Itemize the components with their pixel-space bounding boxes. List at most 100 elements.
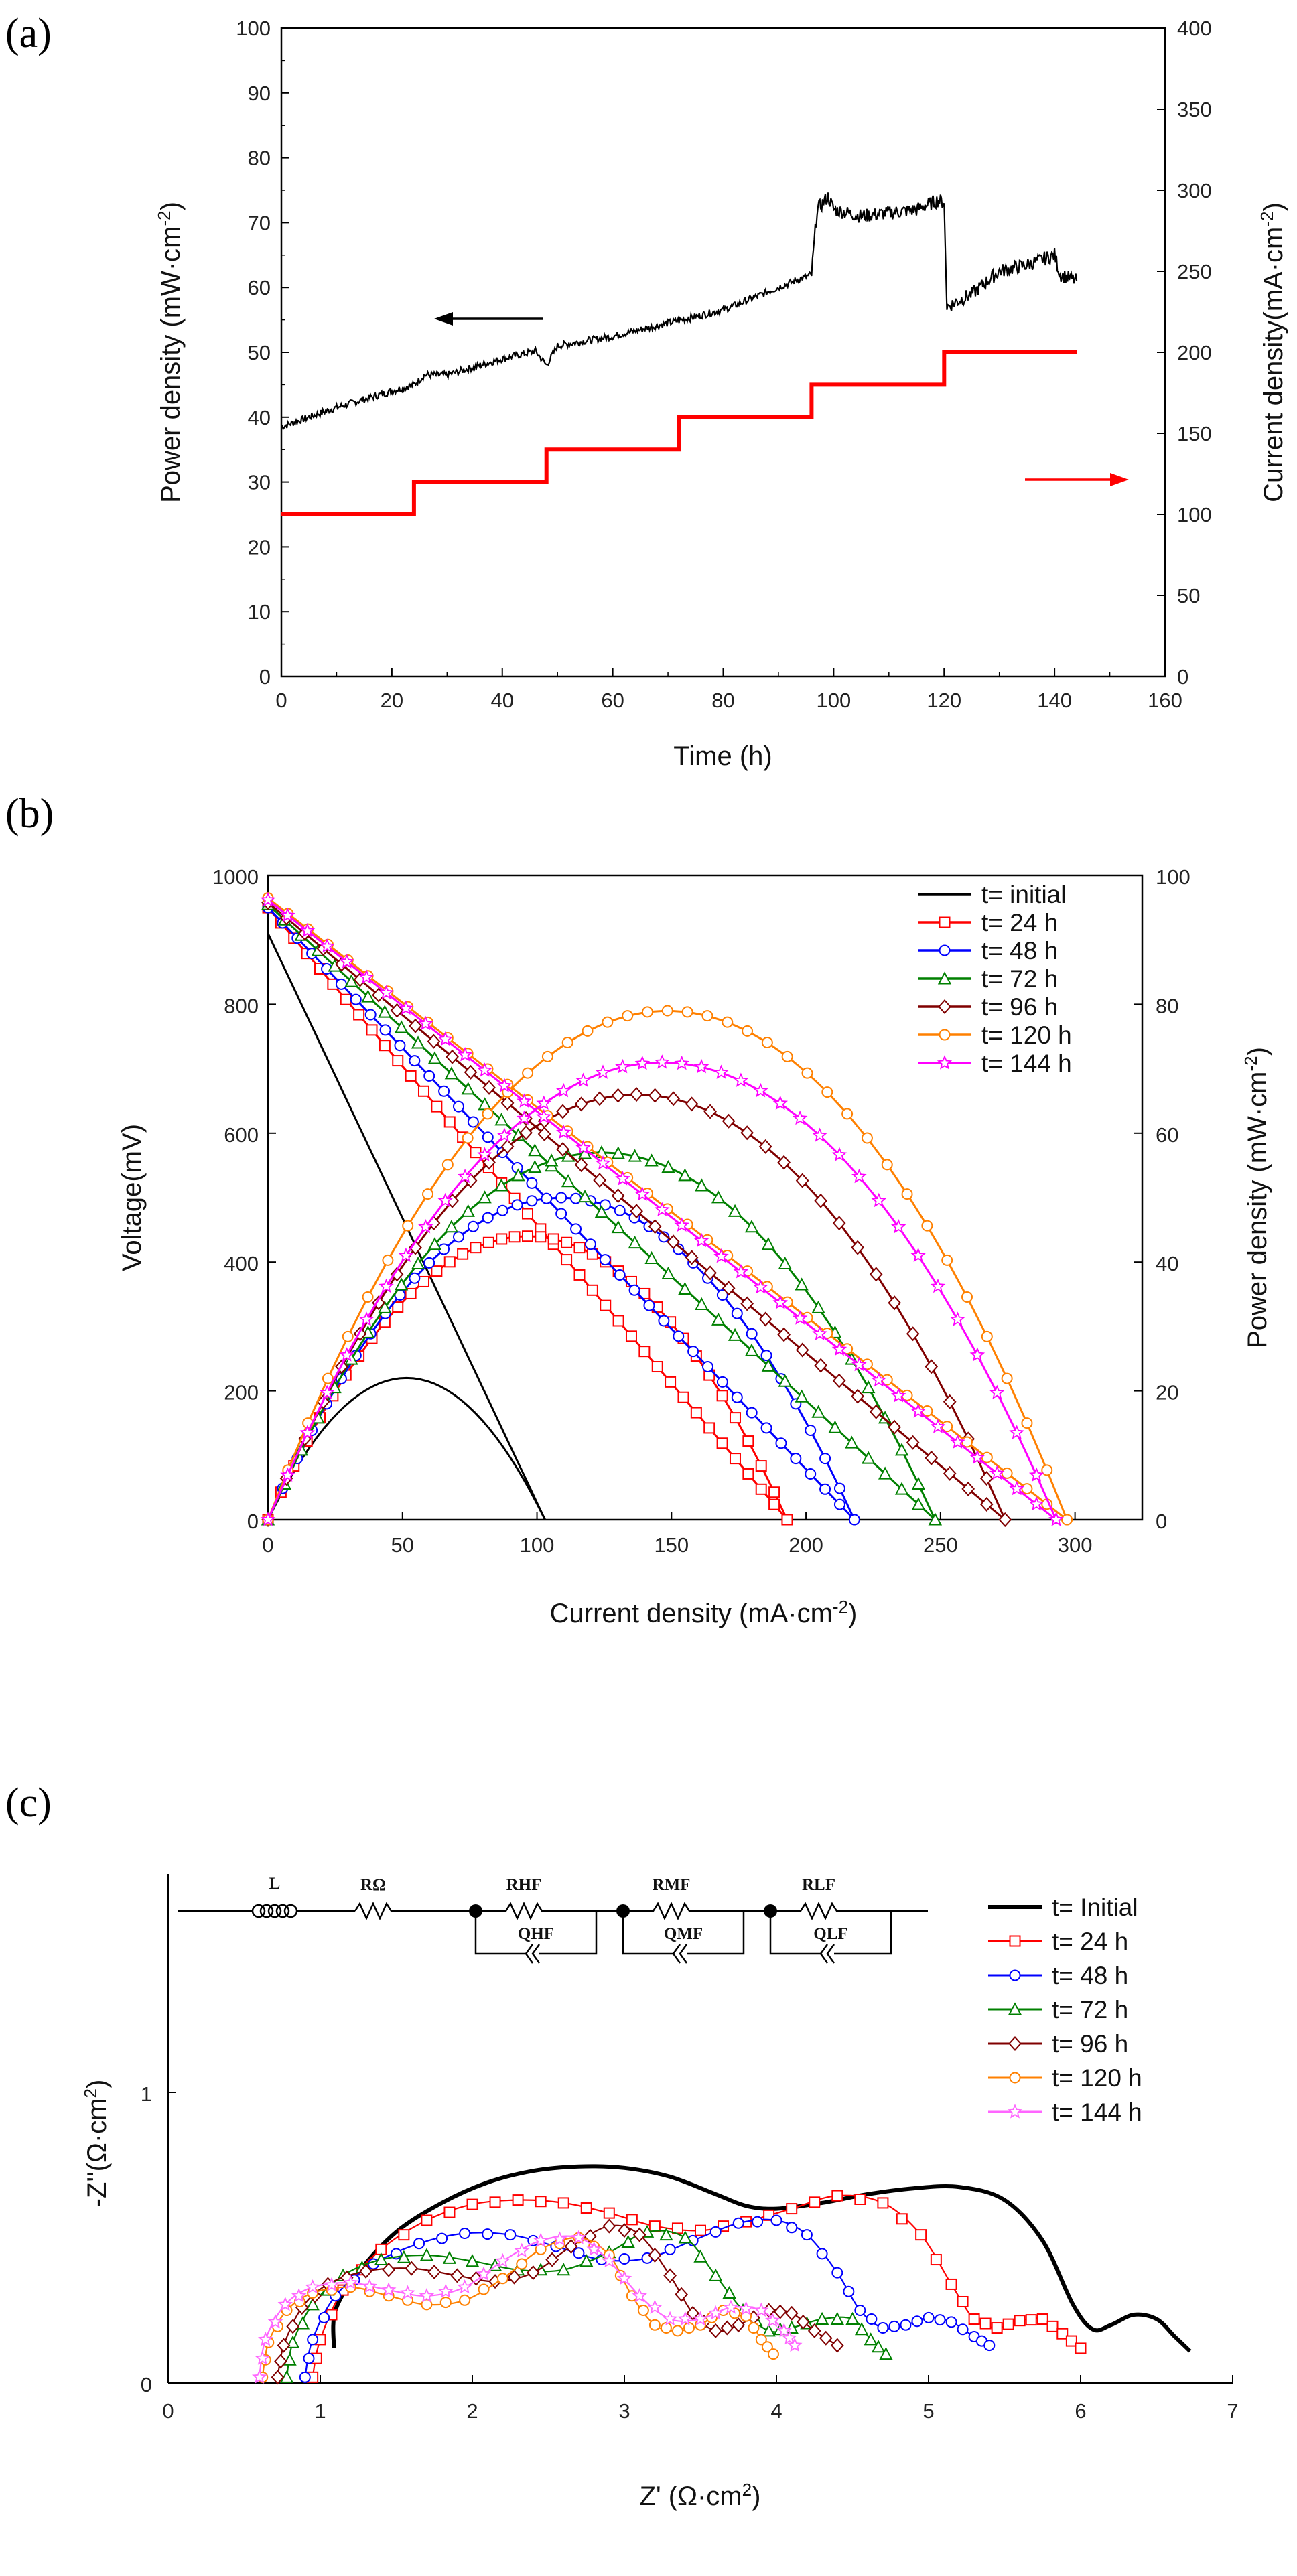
power-point bbox=[422, 1188, 434, 1200]
impedance-point bbox=[854, 2322, 869, 2336]
y-left-tick-label: 200 bbox=[224, 1381, 259, 1405]
power-point bbox=[795, 1277, 809, 1291]
voltage-point bbox=[690, 1407, 702, 1419]
x-tick-label: 100 bbox=[817, 689, 851, 712]
cpe-wire bbox=[687, 1911, 745, 1955]
power-point bbox=[280, 1467, 295, 1482]
power-point bbox=[478, 1190, 492, 1204]
power-point bbox=[777, 1155, 791, 1170]
legend-label: t= 96 h bbox=[1052, 2030, 1128, 2058]
voltage-point bbox=[260, 891, 276, 907]
impedance-point bbox=[831, 2267, 843, 2279]
impedance-point bbox=[677, 2311, 693, 2326]
power-point bbox=[443, 1256, 456, 1268]
impedance-point bbox=[957, 2323, 969, 2336]
impedance-point bbox=[787, 2337, 803, 2352]
power-point bbox=[611, 1088, 625, 1103]
voltage-point bbox=[517, 1093, 532, 1108]
legend-marker bbox=[1009, 1969, 1021, 1981]
voltage-point bbox=[716, 1437, 728, 1449]
voltage-point bbox=[651, 1361, 663, 1373]
power-arrow-head bbox=[434, 312, 453, 326]
impedance-point bbox=[303, 2352, 315, 2364]
power-point bbox=[921, 1220, 933, 1232]
panel-c-y-label-sup: 2 bbox=[80, 2088, 100, 2098]
x-tick-label: 0 bbox=[162, 2399, 174, 2423]
voltage-point bbox=[482, 1131, 494, 1143]
panel-a-y-left-label: Power density (mW·cm-2) bbox=[154, 202, 186, 503]
panel-b-y-right-label-base: Power density (mW·cm bbox=[1243, 1072, 1272, 1348]
legend-marker bbox=[1009, 2072, 1021, 2084]
power-point bbox=[382, 1254, 394, 1266]
impedance-point bbox=[991, 2322, 1003, 2334]
impedance-point bbox=[807, 2323, 821, 2338]
power-point bbox=[405, 1287, 417, 1299]
x-tick-label: 5 bbox=[923, 2399, 934, 2423]
impedance-point bbox=[579, 2254, 594, 2267]
series-t-144-h bbox=[251, 2230, 803, 2384]
power-point bbox=[573, 1242, 586, 1254]
impedance-point bbox=[877, 2197, 889, 2209]
power-point bbox=[695, 1178, 709, 1192]
power-point bbox=[795, 1173, 809, 1188]
impedance-point bbox=[648, 2220, 661, 2232]
panel-a-y-left-label-end: ) bbox=[156, 202, 186, 210]
power-point bbox=[761, 1037, 773, 1049]
voltage-point bbox=[599, 1254, 611, 1266]
power-point bbox=[555, 1082, 571, 1098]
power-point bbox=[457, 1248, 469, 1260]
power-point bbox=[561, 1037, 573, 1049]
x-tick-label: 160 bbox=[1148, 689, 1182, 712]
power-point bbox=[841, 1108, 854, 1120]
resistor-R-mf bbox=[616, 1901, 764, 1921]
panel-c-series bbox=[251, 2164, 1192, 2385]
power-point bbox=[805, 1425, 817, 1437]
power-point bbox=[394, 1277, 409, 1291]
panel-a-y-right-label-base: Current density(mA·cm bbox=[1259, 227, 1288, 502]
resistor-R-lf bbox=[764, 1901, 928, 1921]
impedance-point bbox=[285, 2335, 300, 2348]
power-point bbox=[547, 1233, 559, 1245]
x-tick-label: 0 bbox=[262, 1533, 273, 1557]
panel-c-x-label-end: ) bbox=[752, 2482, 760, 2511]
legend-label: t= 120 h bbox=[981, 1021, 1072, 1049]
impedance-point bbox=[580, 2202, 592, 2214]
panel-b-x-axis: 0 50 100 150 200 250 300 bbox=[262, 1512, 1092, 1557]
panel-b-y-right-axis: 0 20 40 60 80 100 bbox=[1134, 865, 1190, 1533]
impedance-point bbox=[626, 2214, 638, 2226]
power-point bbox=[411, 1256, 425, 1270]
voltage-point bbox=[703, 1422, 715, 1434]
legend-marker bbox=[937, 971, 952, 985]
impedance-point bbox=[1002, 2318, 1014, 2330]
impedance-point bbox=[1065, 2335, 1077, 2347]
voltage-point bbox=[417, 1085, 429, 1097]
voltage-point bbox=[575, 1139, 591, 1155]
voltage-point bbox=[358, 969, 374, 984]
voltage-point bbox=[628, 1284, 640, 1296]
power-point bbox=[890, 1219, 906, 1234]
power-point bbox=[733, 1072, 749, 1087]
impedance-point bbox=[621, 2234, 635, 2248]
voltage-point bbox=[695, 1297, 709, 1310]
y-left-tick-label: 50 bbox=[248, 341, 271, 364]
power-point bbox=[943, 1394, 957, 1409]
voltage-point bbox=[477, 1062, 492, 1077]
voltage-point bbox=[427, 1051, 442, 1064]
circuit-label-R-lf: RLF bbox=[802, 1876, 835, 1894]
power-point bbox=[851, 1168, 867, 1184]
power-point bbox=[390, 1267, 404, 1282]
y-right-tick-label: 200 bbox=[1177, 341, 1212, 364]
panel-b-x-label-end: ) bbox=[848, 1599, 857, 1628]
voltage-point bbox=[446, 1049, 459, 1064]
y-left-tick-label: 600 bbox=[224, 1123, 259, 1147]
impedance-point bbox=[405, 2261, 419, 2276]
voltage-point bbox=[742, 1468, 754, 1480]
impedance-point bbox=[854, 2305, 866, 2316]
voltage-point bbox=[716, 1376, 728, 1388]
voltage-point bbox=[778, 1374, 792, 1387]
voltage-point bbox=[443, 1116, 456, 1128]
power-point bbox=[801, 1067, 813, 1079]
impedance-point bbox=[507, 2269, 521, 2285]
power-point bbox=[611, 1146, 625, 1159]
